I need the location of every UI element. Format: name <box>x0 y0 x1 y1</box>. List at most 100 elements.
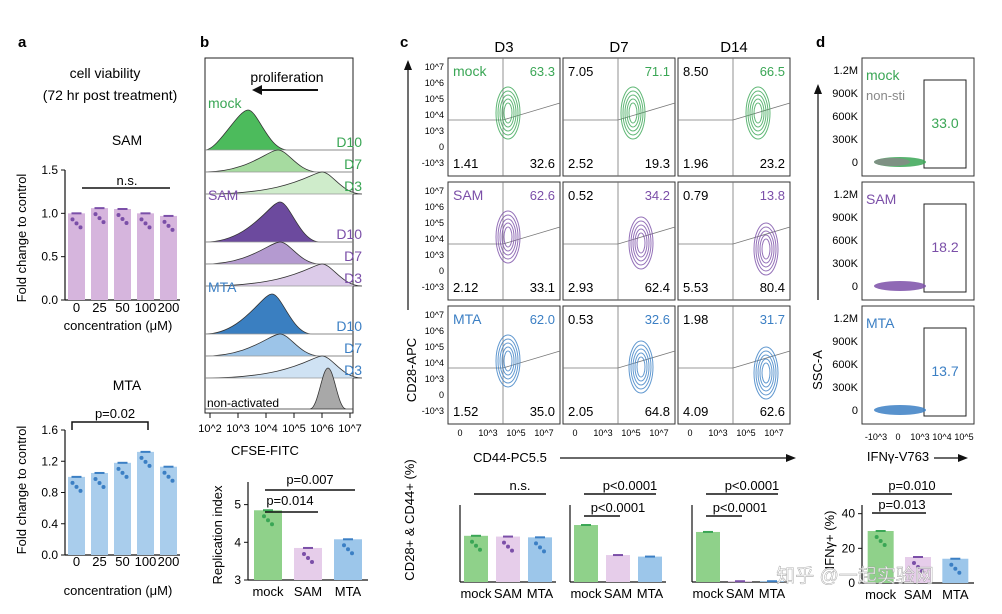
d-bars-xtick-label: mock <box>865 587 897 602</box>
panel-d-population <box>874 281 926 291</box>
panel-c-contour <box>759 234 773 264</box>
panel-c-q-topleft: 0.53 <box>568 312 593 327</box>
panel-b-histogram <box>204 149 353 173</box>
b-rep-point <box>270 522 274 527</box>
a-mta-point <box>162 470 167 475</box>
panel-b-histogram <box>204 333 353 357</box>
d-bars-point <box>920 569 924 573</box>
a-mta-xtick-label: 0 <box>73 554 80 569</box>
panel-b-xtick-label: 10^3 <box>226 423 250 435</box>
panel-letter-b: b <box>200 34 209 51</box>
panel-c-ytick-label: 10^7 <box>425 310 444 320</box>
a-mta-ytick-label: 0.0 <box>41 548 58 562</box>
panel-d-gate <box>923 203 967 293</box>
panel-c-flow-plot <box>447 305 561 425</box>
c-bars-bar <box>574 525 598 582</box>
panel-b-day-label: D3 <box>344 178 362 194</box>
panel-c-contour <box>757 354 775 392</box>
panel-c-row-label: SAM <box>453 187 483 203</box>
panel-c-q-bottomleft: 2.52 <box>568 156 593 171</box>
c-bars-xtick-label: SAM <box>726 586 754 601</box>
c-bars-xtick-label: mock <box>692 586 724 601</box>
panel-c-contour <box>632 224 650 262</box>
panel-d-ytick-label: 600K <box>832 111 858 123</box>
d-bars-point <box>878 539 883 543</box>
panel-c-contour <box>745 86 771 140</box>
a-mta-point <box>70 480 75 485</box>
panel-c-ytick-label: -10^3 <box>422 282 444 292</box>
b-rep-point <box>306 555 310 560</box>
panel-b-day-label: D7 <box>344 340 362 356</box>
panel-c-q-topleft: 7.05 <box>568 64 593 79</box>
panel-c-contour <box>626 98 640 128</box>
panel-c-gate-horizontal <box>563 350 676 369</box>
a-mta-point <box>166 474 171 479</box>
d-bars-ytick-label: 20 <box>842 541 856 555</box>
a-sam-bar <box>68 213 85 300</box>
panel-c-contour <box>499 218 517 256</box>
panel-c-contour <box>755 350 777 396</box>
panel-c-q-bottomright: 64.8 <box>645 404 670 419</box>
panel-c-q-topright: 71.1 <box>645 64 670 79</box>
panel-c-contour <box>624 94 642 132</box>
panel-d-ytick-label: 900K <box>832 212 858 224</box>
d-bars-xtick-label: MTA <box>942 587 969 602</box>
panel-c-flow-plot <box>562 305 676 425</box>
panel-d-ytick-label: 900K <box>832 336 858 348</box>
c-bars-point <box>470 539 474 544</box>
d-bars-point <box>882 543 887 547</box>
panel-c-q-bottomright: 33.1 <box>530 280 555 295</box>
a-mta-point <box>93 476 98 481</box>
b-rep-xtick-label: mock <box>252 584 284 599</box>
d-bars-xtick-label: SAM <box>904 587 932 602</box>
panel-c-xtick-label: 10^3 <box>708 428 727 438</box>
panel-c-contour <box>620 86 646 140</box>
a-mta-xtick-label: 200 <box>158 554 180 569</box>
panel-c-q-bottomright: 32.6 <box>530 156 555 171</box>
b-rep-bar <box>334 539 362 580</box>
panel-c-contour <box>634 228 648 258</box>
panel-b-xtick-label: 10^7 <box>338 423 362 435</box>
panel-c-contour <box>501 346 515 376</box>
panel-d-xtick-label: 10^4 <box>932 432 951 442</box>
panel-d-ytick-label: 1.2M <box>834 189 858 201</box>
panel-c-q-bottomright: 19.3 <box>645 156 670 171</box>
panel-c-ytick-label: 10^5 <box>425 94 444 104</box>
panel-b-xtick-label: 10^2 <box>198 423 222 435</box>
a-sam-bar <box>137 213 154 300</box>
panel-c-ytick-label: 0 <box>439 142 444 152</box>
panel-c-xtick-label: 0 <box>457 428 462 438</box>
panel-c-ytick-label: 10^5 <box>425 342 444 352</box>
panel-c-q-bottomright: 62.4 <box>645 280 670 295</box>
panel-d-gate-value: 13.7 <box>931 363 958 379</box>
a-sam-xtick-label: 100 <box>135 300 157 315</box>
panel-c-contour <box>503 102 513 124</box>
panel-c-bars-sig2: p<0.0001 <box>591 500 646 515</box>
panel-c-contour <box>499 342 517 380</box>
c-bars-point <box>502 540 506 545</box>
panel-b-nonactivated: non-activated <box>207 396 279 410</box>
panel-d-ytick-label: 600K <box>832 359 858 371</box>
panel-c-xtick-label: 10^3 <box>593 428 612 438</box>
a-mta-bar <box>114 462 131 555</box>
a-sam-xtick-label: 25 <box>92 300 106 315</box>
panel-c-contour <box>630 344 652 390</box>
panel-c-contour <box>503 226 513 248</box>
panel-c-contour <box>495 210 521 264</box>
panel-c-q-bottomleft: 1.41 <box>453 156 478 171</box>
panel-d-yaxis-arrowhead <box>814 84 822 94</box>
panel-b-histogram <box>204 109 353 151</box>
panel-c-q-topright: 62.6 <box>530 188 555 203</box>
panel-c-contour <box>749 94 767 132</box>
panel-c-contour <box>757 230 775 268</box>
panel-d-row-extra: non-sti <box>866 88 905 103</box>
panel-b-arrow-label: proliferation <box>250 69 323 85</box>
a-mta-xtick-label: 25 <box>92 554 106 569</box>
panel-c-contour <box>751 98 765 128</box>
a-sam-point <box>101 220 106 225</box>
panel-c-gate-horizontal <box>678 226 791 245</box>
panel-a-title-1: cell viability <box>70 65 141 81</box>
panel-c-q-bottomright: 62.6 <box>760 404 785 419</box>
a-mta-xtick-label: 100 <box>135 554 157 569</box>
